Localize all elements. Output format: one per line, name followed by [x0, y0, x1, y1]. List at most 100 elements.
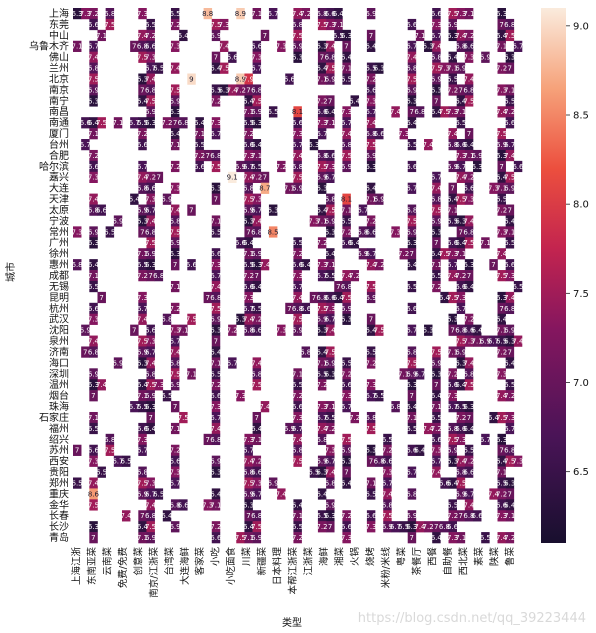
cell-annotation: 6.3	[88, 523, 99, 531]
cell-annotation: 6.4	[251, 283, 263, 291]
heatmap-cell	[244, 160, 253, 173]
heatmap-cell	[146, 259, 155, 271]
heatmap-cell	[211, 455, 221, 467]
heatmap-cell	[268, 8, 278, 20]
heatmap-cell	[456, 270, 466, 282]
cell-annotation: 6.7	[341, 403, 352, 411]
heatmap-cell	[293, 40, 302, 52]
cell-annotation: 6.6	[504, 119, 516, 127]
heatmap-cell	[366, 149, 376, 162]
cell-annotation: 7.2	[316, 97, 327, 105]
heatmap-cell	[170, 128, 180, 140]
heatmap-cell	[105, 18, 115, 31]
cell-annotation: 7.1	[406, 414, 417, 422]
heatmap-cell	[97, 204, 106, 216]
cell-annotation: 6.5	[308, 469, 319, 477]
heatmap-cell	[481, 237, 490, 249]
cell-annotation: 7	[214, 54, 218, 62]
heatmap-cell	[342, 40, 351, 52]
cell-annotation: 7.2	[423, 523, 434, 531]
heatmap-cell	[456, 62, 466, 74]
heatmap-cell	[481, 433, 490, 446]
cell-annotation: 7.5	[365, 425, 376, 433]
heatmap-cell	[505, 379, 515, 391]
heatmap-cell	[293, 29, 302, 42]
heatmap-cell	[432, 8, 441, 20]
cell-annotation: 7.3	[145, 54, 156, 62]
cell-annotation: 6.5	[292, 239, 303, 247]
cell-annotation: 7.4	[341, 130, 353, 138]
heatmap-cell	[73, 8, 82, 20]
heatmap-cell	[415, 444, 425, 456]
heatmap-cell	[407, 401, 417, 413]
cell-annotation: 7.2	[463, 316, 474, 324]
heatmap-cell	[268, 226, 278, 238]
cell-annotation: 6.8	[292, 163, 303, 171]
heatmap-cell	[130, 117, 139, 129]
cell-annotation: 6.4	[455, 97, 467, 105]
heatmap-cell	[464, 368, 474, 380]
cell-annotation: 6.5	[161, 392, 172, 400]
heatmap-cell	[89, 8, 98, 20]
heatmap-cell	[138, 444, 147, 456]
cell-annotation: 6.4	[316, 65, 328, 73]
cell-annotation: 6.5	[251, 163, 262, 171]
heatmap-cell	[97, 291, 106, 304]
cell-annotation: 7.2	[463, 32, 474, 40]
cell-annotation: 7.3	[169, 185, 180, 193]
heatmap-cell	[448, 433, 457, 446]
cell-annotation: 6.8	[390, 403, 401, 411]
cell-annotation: 7.3	[169, 43, 180, 51]
heatmap-cell	[448, 51, 457, 63]
heatmap-cell	[366, 29, 376, 42]
cell-annotation: 6.9	[243, 490, 254, 498]
cell-annotation: 7.2	[431, 425, 442, 433]
cell-annotation: 6.5	[455, 403, 466, 411]
heatmap-cell	[89, 18, 98, 31]
heatmap-cell	[432, 422, 441, 435]
heatmap-cell	[366, 280, 376, 293]
heatmap-cell	[366, 62, 376, 74]
cell-annotation: 6.6	[137, 141, 149, 149]
cell-annotation: 6.9	[88, 370, 99, 378]
y-tick-label: 中山	[49, 29, 69, 42]
heatmap-cell	[456, 29, 466, 42]
heatmap-cell	[170, 444, 180, 456]
y-tick-label: 大连	[49, 182, 69, 195]
heatmap-cell	[342, 160, 351, 173]
heatmap-cell	[138, 488, 147, 500]
cell-annotation: 6.8	[431, 196, 442, 204]
heatmap-cell	[407, 466, 417, 478]
cell-annotation: 7.2	[504, 534, 515, 542]
heatmap-cell	[383, 499, 392, 511]
cell-annotation: 7	[369, 316, 373, 324]
cell-annotation: 6.4	[210, 490, 222, 498]
heatmap-cell	[162, 193, 172, 205]
heatmap-cell	[326, 455, 335, 467]
heatmap-cell	[73, 259, 82, 271]
heatmap-cell	[448, 324, 457, 336]
cell-annotation: 7.4	[88, 196, 100, 204]
cell-annotation: 7.9	[243, 75, 254, 83]
heatmap-cell	[89, 499, 98, 511]
heatmap-cell	[326, 149, 335, 162]
heatmap-cell	[326, 8, 335, 20]
heatmap-cell	[407, 106, 417, 118]
heatmap-cell	[497, 499, 506, 511]
cell-annotation: 6.3	[365, 447, 376, 455]
cell-annotation: 6.5	[169, 10, 180, 18]
cell-annotation: 6.4	[488, 414, 500, 422]
x-tick-label: 客家菜	[194, 547, 206, 576]
cell-annotation: 7.1	[292, 512, 303, 520]
heatmap-cell	[456, 302, 466, 315]
cell-annotation: 7.3	[153, 381, 164, 389]
heatmap-cell	[366, 411, 376, 424]
cell-annotation: 6.9	[447, 21, 458, 29]
cell-annotation: 7	[499, 447, 503, 455]
heatmap-cell	[375, 62, 384, 74]
heatmap-cell	[252, 215, 262, 227]
heatmap-cell	[432, 521, 441, 533]
x-tick-label: 西餐	[426, 547, 438, 567]
cell-annotation: 6.3	[341, 458, 352, 466]
cell-annotation: 7.2	[365, 75, 376, 83]
